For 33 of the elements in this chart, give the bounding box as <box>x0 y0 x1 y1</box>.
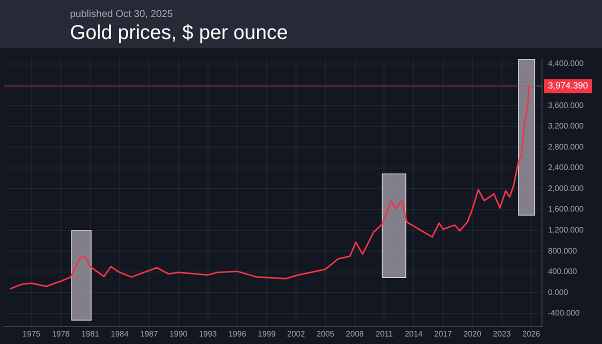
ref-line-label: 3,974.390 <box>548 80 588 91</box>
x-tick-label: 1984 <box>110 329 130 338</box>
y-tick-label: 2,000.000 <box>548 184 584 193</box>
x-tick-label: 2017 <box>434 329 452 338</box>
x-tick-label: 1978 <box>52 329 70 338</box>
x-tick-label: 1993 <box>198 329 218 338</box>
x-tick-label: 2020 <box>464 329 482 338</box>
x-tick-label: 2026 <box>522 329 541 338</box>
x-tick-label: 2023 <box>492 329 512 338</box>
x-tick-label: 2014 <box>404 329 424 338</box>
y-tick-label: 3,600.000 <box>548 100 584 110</box>
y-tick-label: 2,400.000 <box>548 163 584 172</box>
x-tick-label: 2011 <box>376 329 394 338</box>
y-tick-label: 2,800.000 <box>548 142 584 152</box>
chart-subtitle: published Oct 30, 2025 <box>70 9 174 21</box>
y-tick-label: 1,200.000 <box>548 225 584 234</box>
y-tick-label: -400.000 <box>548 308 580 318</box>
y-tick-label: 3,200.000 <box>548 122 584 131</box>
x-tick-label: 1981 <box>81 329 100 338</box>
x-tick-label: 2005 <box>316 329 335 338</box>
x-tick-label: 1987 <box>140 329 158 338</box>
y-tick-label: 400.000 <box>548 267 578 276</box>
x-tick-label: 1975 <box>22 329 41 338</box>
x-tick-label: 1999 <box>258 329 276 338</box>
y-tick-label: 800.000 <box>548 246 578 256</box>
y-tick-label: 4,400.000 <box>548 59 584 68</box>
chart-title: Gold prices, $ per ounce <box>70 21 289 45</box>
x-tick-label: 1990 <box>170 329 188 338</box>
x-tick-label: 2008 <box>346 329 364 338</box>
y-tick-label: 0.000 <box>548 288 569 297</box>
x-tick-label: 1996 <box>228 329 247 338</box>
x-tick-label: 2002 <box>287 329 306 338</box>
y-tick-label: 1,600.000 <box>548 204 584 214</box>
